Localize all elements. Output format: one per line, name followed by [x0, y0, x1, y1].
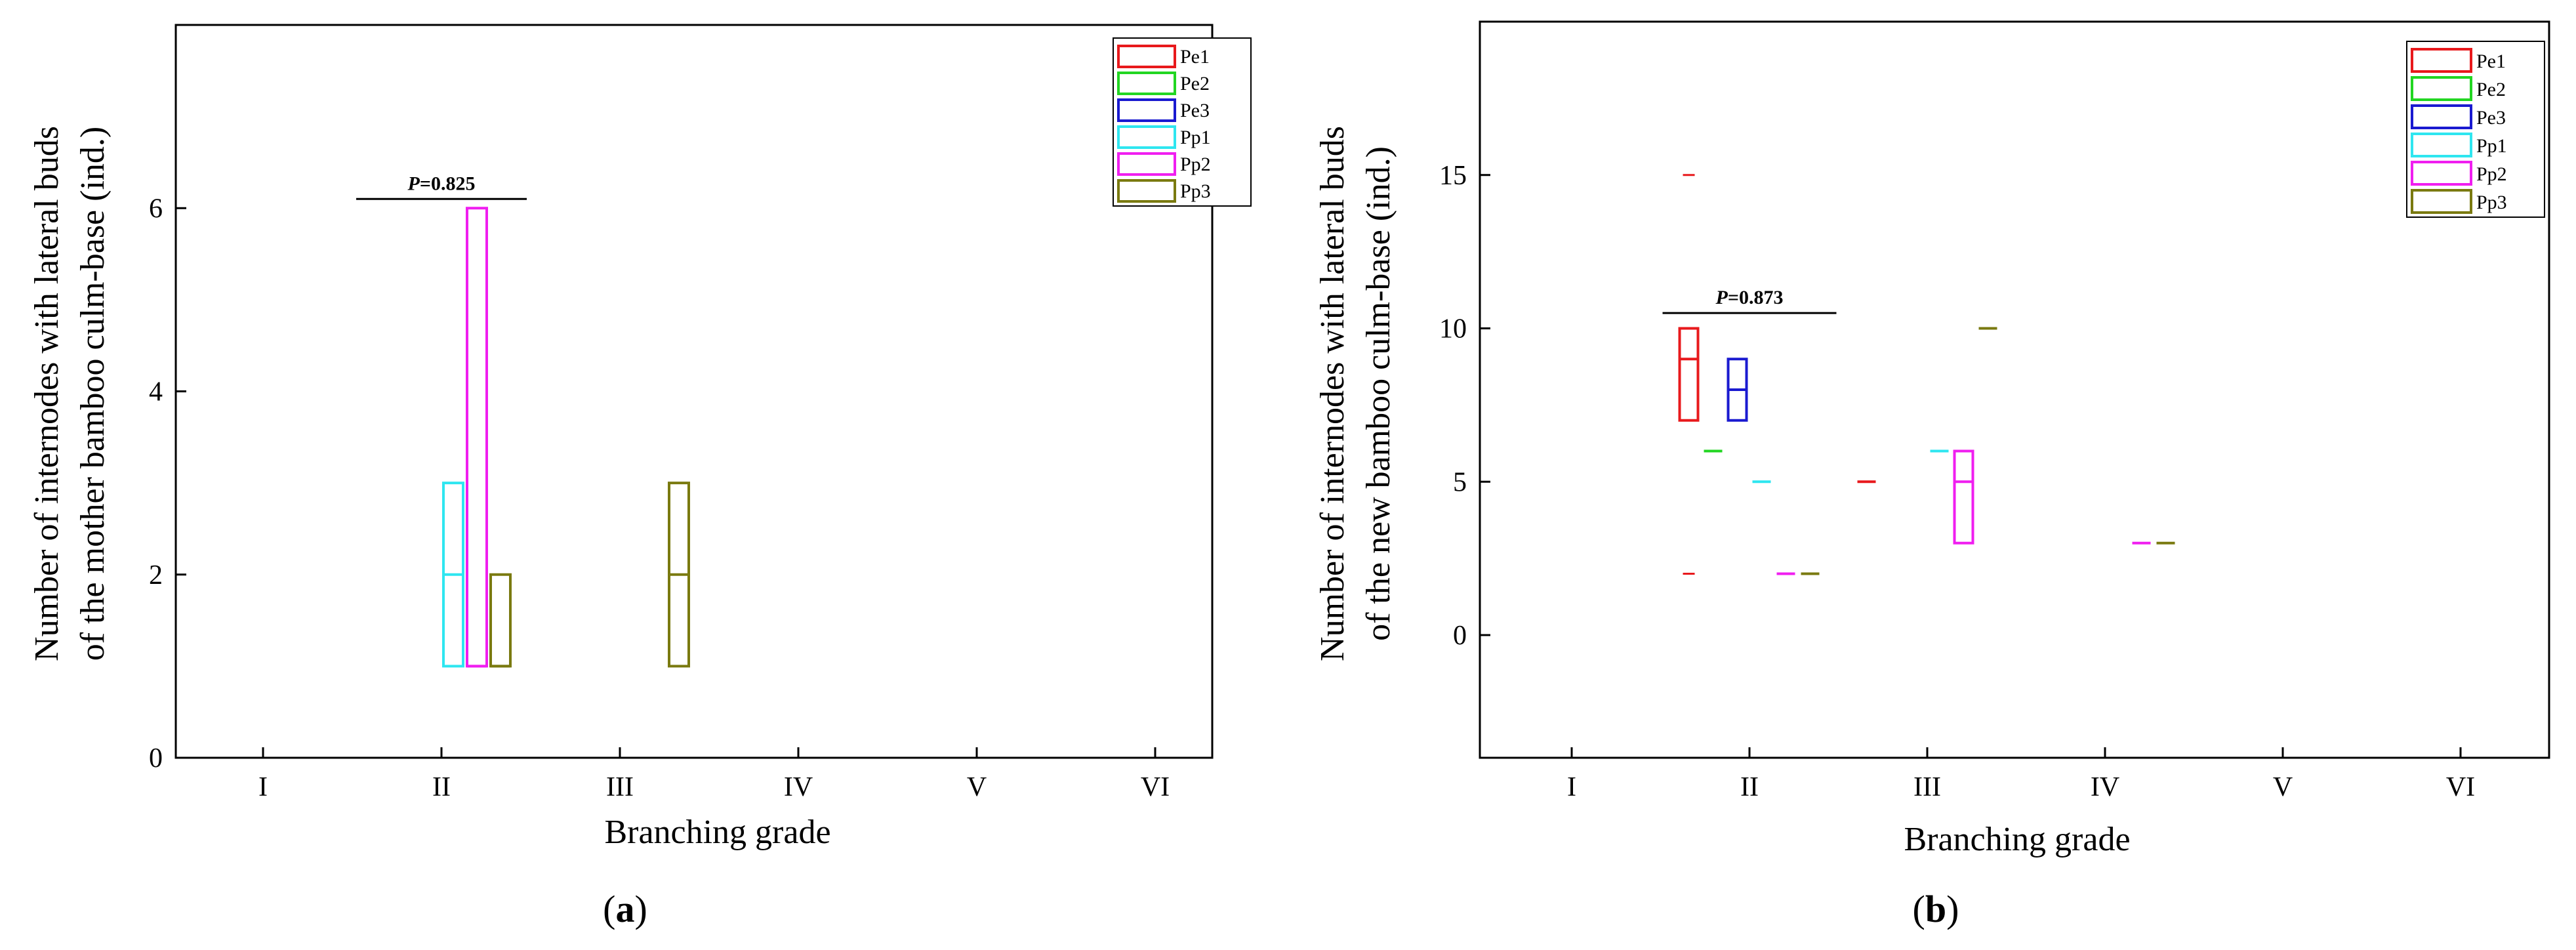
panel-label-a: (a): [603, 888, 647, 930]
box-Pp3-II: [489, 573, 512, 668]
legend-swatch-pe2: [2411, 76, 2472, 101]
plot-frame-a: [174, 24, 1214, 759]
legend-swatch-pp3: [2411, 189, 2472, 214]
annotation-a: P=0.825: [356, 173, 527, 200]
box-Pe1-II: [1678, 327, 1700, 422]
y-tick-label-a: 4: [149, 377, 163, 407]
x-tick-label-a: V: [967, 772, 987, 802]
y-tick-label-b: 10: [1439, 314, 1467, 344]
y-tick-label-b: 15: [1439, 161, 1467, 191]
box-rect: [466, 207, 488, 668]
marks-b: [1678, 174, 2175, 575]
x-tick-label-a: II: [432, 772, 451, 802]
legend-label-pp2: Pp2: [1180, 154, 1211, 175]
x-tick-label-a: I: [258, 772, 268, 802]
legend-swatch-pe3: [2411, 104, 2472, 129]
y-tick-label-b: 5: [1453, 467, 1467, 497]
y-tick-label-b: 0: [1453, 621, 1467, 651]
x-axis-label-b: Branching grade: [1904, 821, 2130, 858]
box-rect: [489, 573, 512, 668]
legend-swatch-pp2: [1117, 152, 1176, 176]
x-tick-label-b: IV: [2091, 772, 2119, 802]
y-axis-label-a-line2: of the mother bamboo culm-base (ind.): [74, 127, 112, 661]
x-tick-label-a: III: [606, 772, 634, 802]
x-axis-label-a: Branching grade: [604, 814, 830, 851]
y-axis-label-a-line1: Number of internodes with lateral buds: [28, 126, 66, 661]
legend-label-pe2: Pe2: [2476, 79, 2506, 100]
x-tick-label-a: VI: [1141, 772, 1170, 802]
x-tick-label-b: I: [1567, 772, 1576, 802]
legend-label-pe1: Pe1: [2476, 51, 2506, 72]
box-Pp2-II: [466, 207, 488, 668]
legend-swatch-pe2: [1117, 72, 1176, 95]
legend-label-pp2: Pp2: [2476, 163, 2507, 185]
legend-label-pe3: Pe3: [2476, 107, 2506, 129]
box-Pp3-III: [668, 482, 690, 668]
legend-label-pp1: Pp1: [1180, 127, 1211, 148]
panel-label-b: (b): [1913, 888, 1959, 930]
legend-label-pe3: Pe3: [1180, 100, 1210, 121]
legend-swatch-pp2: [2411, 161, 2472, 186]
legend-label-pp3: Pp3: [1180, 180, 1211, 202]
box-rect: [1953, 449, 1974, 545]
y-tick-label-a: 0: [149, 743, 163, 774]
legend-label-pe1: Pe1: [1180, 46, 1210, 68]
marks-a: [442, 207, 690, 668]
annotation-b: P=0.873: [1662, 287, 1837, 314]
legend-swatch-pe1: [2411, 48, 2472, 73]
legend-a: Pe1 Pe2 Pe3 Pp1 Pp2 Pp3: [1113, 37, 1252, 207]
legend-swatch-pp3: [1117, 179, 1176, 203]
legend-swatch-pe1: [1117, 45, 1176, 68]
y-axis-label-b-line2: of the new bamboo culm-base (ind.): [1360, 146, 1397, 641]
x-tick-label-b: V: [2273, 772, 2293, 802]
x-tick-label-b: III: [1913, 772, 1941, 802]
legend-label-pp1: Pp1: [2476, 135, 2507, 157]
y-tick-label-a: 2: [149, 560, 163, 590]
legend-b: Pe1 Pe2 Pe3 Pp1 Pp2 Pp3: [2406, 41, 2545, 218]
legend-label-pp3: Pp3: [2476, 192, 2507, 213]
box-Pp1-II: [442, 482, 464, 668]
legend-label-pe2: Pe2: [1180, 73, 1210, 94]
box-Pe3-II: [1727, 358, 1748, 422]
box-rect: [1678, 327, 1700, 422]
y-axis-label-b-line1: Number of internodes with lateral buds: [1314, 126, 1351, 661]
legend-swatch-pp1: [1117, 125, 1176, 149]
box-Pp2-III: [1953, 449, 1974, 545]
p-value-label-b: P=0.873: [1715, 287, 1784, 308]
x-tick-label-b: II: [1740, 772, 1759, 802]
x-tick-label-b: VI: [2446, 772, 2475, 802]
plot-frame-b: [1479, 20, 2550, 759]
legend-swatch-pp1: [2411, 133, 2472, 157]
legend-swatch-pe3: [1117, 98, 1176, 122]
x-tick-label-a: IV: [784, 772, 813, 802]
y-tick-label-a: 6: [149, 194, 163, 224]
p-value-label-a: P=0.825: [407, 173, 476, 194]
